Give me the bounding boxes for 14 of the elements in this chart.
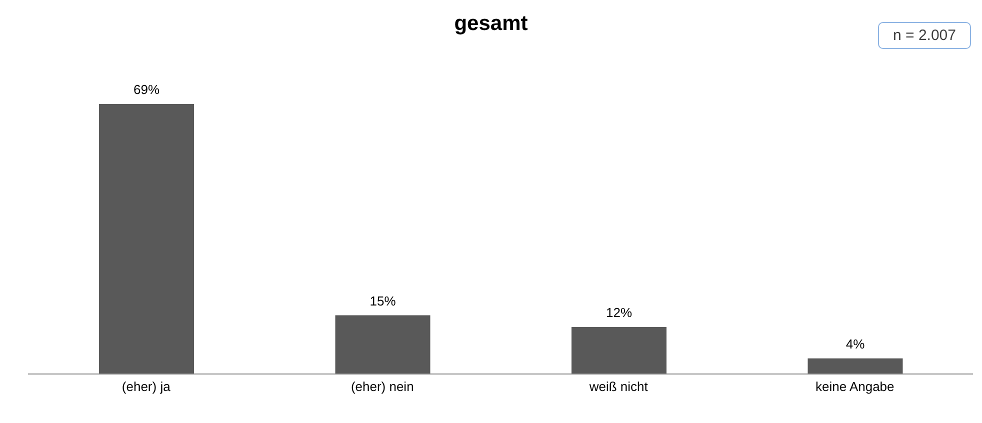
- x-tick-label: (eher) ja: [122, 379, 172, 394]
- data-label: 4%: [846, 336, 866, 352]
- text: n = 2.007: [878, 22, 971, 49]
- data-label: 12%: [606, 305, 632, 320]
- data-label: 15%: [370, 293, 396, 308]
- x-tick-label: weiß nicht: [588, 379, 648, 394]
- bar: [572, 327, 666, 374]
- bar: [335, 315, 430, 374]
- x-tick-label: keine Angabe: [815, 379, 894, 394]
- x-tick-label: (eher) nein: [350, 379, 414, 394]
- data-label: 69%: [133, 82, 160, 97]
- bar: [99, 104, 194, 374]
- bar: [808, 358, 903, 374]
- chart-title: gesamt: [454, 12, 528, 35]
